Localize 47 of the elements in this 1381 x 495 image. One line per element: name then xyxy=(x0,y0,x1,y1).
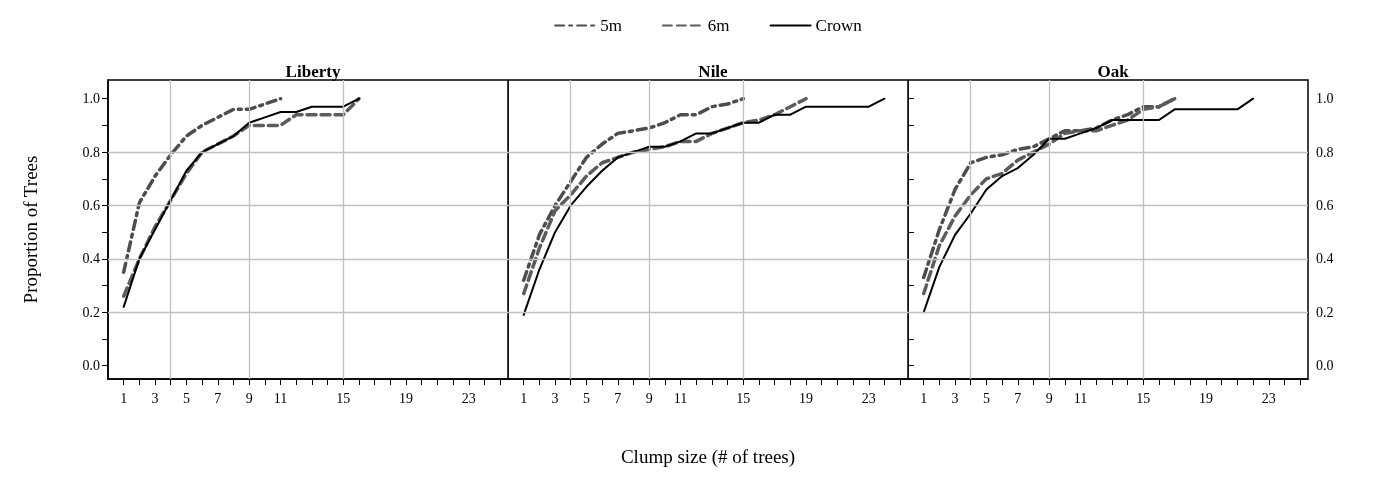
x-tick-label: 19 xyxy=(399,390,414,406)
x-tick-label: 7 xyxy=(614,390,622,406)
x-tick-label: 7 xyxy=(1014,390,1022,406)
y-axis-title: Proportion of Trees xyxy=(20,155,41,304)
y-tick-label: 1.0 xyxy=(82,91,100,107)
x-tick-label: 3 xyxy=(151,390,159,406)
x-tick-label: 15 xyxy=(1136,390,1151,406)
x-tick-label: 1 xyxy=(120,390,128,406)
x-tick-label: 9 xyxy=(245,390,253,406)
x-tick-label: 9 xyxy=(1045,390,1053,406)
y2-tick-label: 0.2 xyxy=(1316,304,1334,320)
x-tick-label: 19 xyxy=(1199,390,1214,406)
y2-tick-label: 0.0 xyxy=(1316,358,1334,374)
chart-title: Oak xyxy=(1097,62,1130,81)
y2-tick-label: 0.6 xyxy=(1316,197,1334,213)
x-tick-label: 11 xyxy=(673,390,688,406)
x-tick-label: 5 xyxy=(982,390,990,406)
chart-title: Nile xyxy=(698,62,729,81)
legend-label: Crown xyxy=(815,16,863,35)
x-tick-label: 19 xyxy=(799,390,814,406)
y2-tick-label: 0.4 xyxy=(1316,251,1334,267)
x-tick-label: 23 xyxy=(861,390,876,406)
y-tick-label: 0.0 xyxy=(82,358,100,374)
y-tick-label: 0.4 xyxy=(82,251,100,267)
x-tick-label: 1 xyxy=(920,390,928,406)
y2-tick-label: 0.8 xyxy=(1316,144,1334,160)
x-tick-label: 11 xyxy=(273,390,288,406)
x-tick-label: 5 xyxy=(582,390,590,406)
legend-label: 6m xyxy=(707,16,730,35)
x-tick-label: 15 xyxy=(336,390,351,406)
legend-label: 5m xyxy=(600,16,622,35)
x-tick-label: 23 xyxy=(461,390,476,406)
x-tick-label: 15 xyxy=(736,390,751,406)
y-tick-label: 0.6 xyxy=(82,197,100,213)
x-tick-label: 9 xyxy=(645,390,653,406)
x-tick-label: 3 xyxy=(951,390,959,406)
x-tick-label: 23 xyxy=(1261,390,1276,406)
y2-tick-label: 1.0 xyxy=(1316,91,1334,107)
y-tick-label: 0.8 xyxy=(82,144,100,160)
x-axis-title: Clump size (# of trees) xyxy=(620,446,796,468)
x-tick-label: 11 xyxy=(1073,390,1088,406)
chart-title: Liberty xyxy=(285,62,341,81)
x-tick-label: 1 xyxy=(520,390,528,406)
x-tick-label: 3 xyxy=(551,390,559,406)
x-tick-label: 7 xyxy=(214,390,222,406)
y-tick-label: 0.2 xyxy=(82,304,100,320)
x-tick-label: 5 xyxy=(182,390,190,406)
